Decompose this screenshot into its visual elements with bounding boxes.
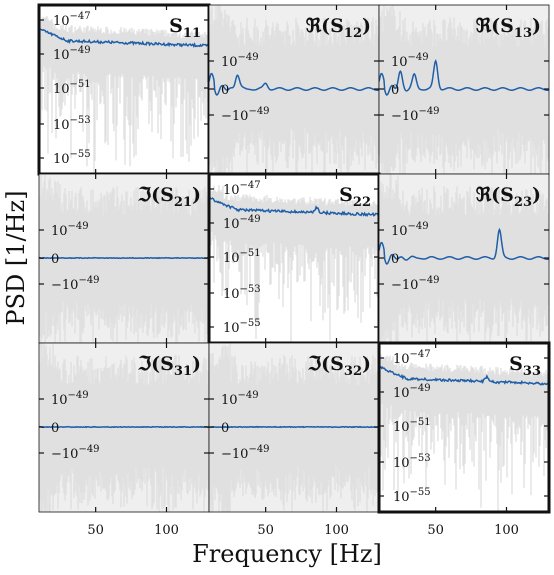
series-line: [39, 256, 209, 260]
y-tick-label: 10−51: [223, 248, 261, 266]
panel-title: S11: [169, 15, 201, 41]
panel-title: ℜ(S12): [306, 15, 371, 41]
panel-ImS21: 10−49 0 −10−49 ℑ(S21): [38, 173, 210, 344]
y-tick-label: 10−49: [391, 52, 429, 70]
panel-frame: [377, 341, 551, 514]
x-tick-label: 50: [257, 523, 274, 538]
y-tick-label: 0: [221, 421, 229, 436]
y-tick-label: −10−49: [51, 444, 100, 462]
series-line: [209, 196, 379, 217]
series-line: [379, 365, 549, 386]
panel-ImS32: 10−49 0 −10−49 ℑ(S32): [208, 342, 380, 513]
panel-S11: 10−47 10−49 10−51 10−53 10−55 S11: [37, 3, 211, 176]
panel-S33: 10−47 10−49 10−51 10−53 10−55 S33: [377, 341, 551, 514]
panel-content: [379, 174, 549, 343]
y-tick-label: 0: [221, 83, 229, 98]
y-tick-label: 10−49: [53, 45, 91, 63]
series-line: [209, 72, 379, 96]
panel-content: [209, 5, 379, 174]
series-line: [209, 425, 379, 429]
y-axis-label: PSD [1/Hz]: [2, 190, 30, 325]
y-tick-label: 10−47: [223, 180, 261, 198]
panel-title: ℜ(S13): [476, 15, 541, 41]
y-tick-label: 10−51: [53, 79, 91, 97]
y-tick-label: 10−53: [393, 453, 431, 471]
panel-content: [39, 16, 209, 174]
panel-ReS23: 10−49 0 −10−49 ℜ(S23): [378, 173, 550, 344]
panels-layer: 10−47 10−49 10−51 10−53 10−55 S11 10−49 0 −10−49…: [37, 3, 551, 538]
y-tick-label: 10−49: [221, 390, 259, 408]
x-tick-label: 100: [154, 523, 179, 538]
panel-ImS31: 10−49 0 −10−49 ℑ(S31): [38, 342, 210, 513]
y-tick-label: 0: [391, 252, 399, 267]
y-tick-label: 0: [51, 252, 59, 267]
panel-content: [379, 5, 549, 174]
y-tick-label: −10−49: [221, 444, 270, 462]
y-tick-label: 10−49: [393, 383, 431, 401]
y-tick-label: 0: [51, 421, 59, 436]
panel-content: [379, 354, 549, 512]
series-line: [379, 58, 549, 96]
y-tick-label: −10−49: [51, 275, 100, 293]
panel-title: ℑ(S32): [307, 353, 371, 379]
y-tick-label: 10−51: [393, 417, 431, 435]
panel-title: S33: [509, 353, 541, 379]
y-tick-label: −10−49: [391, 275, 440, 293]
y-tick-label: 10−47: [53, 11, 91, 29]
y-tick-label: 10−49: [51, 390, 89, 408]
x-tick-label: 100: [324, 523, 349, 538]
panel-title: ℜ(S23): [476, 184, 541, 210]
x-axis-label: Frequency [Hz]: [192, 540, 382, 568]
panel-title: ℑ(S21): [137, 184, 201, 210]
panel-title: S22: [339, 184, 371, 210]
panel-content: [39, 174, 209, 343]
y-tick-label: 10−49: [221, 52, 259, 70]
y-tick-label: 10−55: [53, 149, 91, 167]
y-tick-label: 10−49: [223, 214, 261, 232]
y-tick-label: 10−47: [393, 349, 431, 367]
y-tick-label: 10−53: [223, 284, 261, 302]
y-tick-label: 10−49: [51, 221, 89, 239]
y-tick-label: 10−55: [223, 318, 261, 336]
panel-content: [209, 185, 379, 343]
panel-ReS12: 10−49 0 −10−49 ℜ(S12): [208, 4, 380, 175]
x-tick-label: 50: [427, 523, 444, 538]
panel-S22: 10−47 10−49 10−51 10−53 10−55 S22: [207, 172, 381, 345]
x-tick-label: 50: [87, 523, 104, 538]
series-line: [379, 227, 549, 265]
panel-content: [39, 343, 209, 512]
noise-band: [209, 185, 379, 343]
y-tick-label: −10−49: [221, 106, 270, 124]
x-tick-label: 100: [494, 523, 519, 538]
y-tick-label: 0: [391, 83, 399, 98]
panel-content: [209, 343, 379, 512]
y-tick-label: −10−49: [391, 106, 440, 124]
noise-band: [379, 5, 549, 174]
noise-band: [39, 16, 209, 174]
panel-ReS13: 10−49 0 −10−49 ℜ(S13): [378, 4, 550, 175]
panel-title: ℑ(S31): [137, 353, 201, 379]
noise-band: [379, 354, 549, 512]
series-line: [39, 28, 209, 48]
y-tick-label: 10−49: [391, 221, 429, 239]
y-tick-label: 10−55: [393, 487, 431, 505]
y-tick-label: 10−53: [53, 115, 91, 133]
series-line: [39, 425, 209, 429]
